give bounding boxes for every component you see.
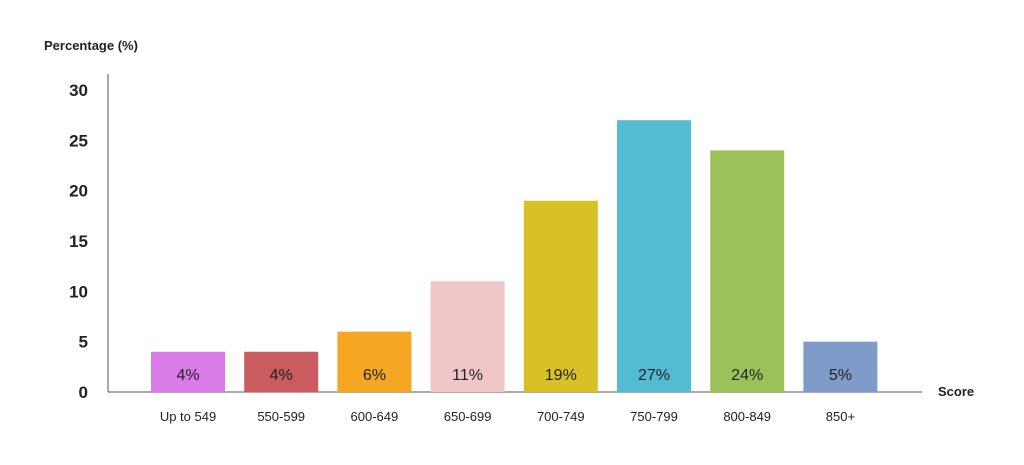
bars-group: 4% 4% 6% 11% 19% 27% 24% 5%	[151, 120, 878, 392]
y-tick-label: 25	[69, 131, 88, 150]
y-tick-label: 5	[79, 333, 88, 352]
bar-data-label: 4%	[270, 367, 293, 384]
x-axis-ticks: Up to 549 550-599 600-649 650-699 700-749 750…	[160, 409, 855, 424]
bar-data-label: 6%	[363, 367, 386, 384]
bar-data-label: 5%	[829, 367, 852, 384]
bar-data-label: 19%	[545, 367, 577, 384]
x-tick-label: Up to 549	[160, 409, 216, 424]
bar-data-label: 27%	[638, 367, 670, 384]
x-tick-label: 600-649	[351, 409, 399, 424]
x-tick-label: 850+	[826, 409, 855, 424]
bar	[430, 281, 505, 392]
bar	[151, 351, 225, 392]
x-tick-label: 650-699	[444, 409, 492, 424]
y-axis-title: Percentage (%)	[44, 38, 138, 53]
bar	[523, 200, 598, 392]
y-tick-label: 0	[79, 383, 88, 402]
x-axis-title: Score	[938, 384, 974, 399]
x-tick-label: 800-849	[723, 409, 771, 424]
y-tick-label: 10	[69, 282, 88, 301]
x-tick-label: 750-799	[630, 409, 678, 424]
bar-data-label: 11%	[452, 367, 483, 384]
bar	[617, 120, 691, 392]
bar	[710, 150, 785, 392]
x-tick-label: 700-749	[537, 409, 585, 424]
y-tick-label: 30	[69, 81, 88, 100]
bar	[337, 331, 412, 392]
x-tick-label: 550-599	[257, 409, 305, 424]
y-axis-ticks: 0 5 10 15 20 25 30	[69, 81, 88, 402]
y-tick-label: 20	[69, 182, 88, 201]
bar-data-label: 24%	[731, 367, 763, 384]
bar	[803, 341, 878, 392]
bar-data-label: 4%	[176, 367, 199, 384]
y-tick-label: 15	[69, 232, 88, 251]
bar	[244, 351, 319, 392]
